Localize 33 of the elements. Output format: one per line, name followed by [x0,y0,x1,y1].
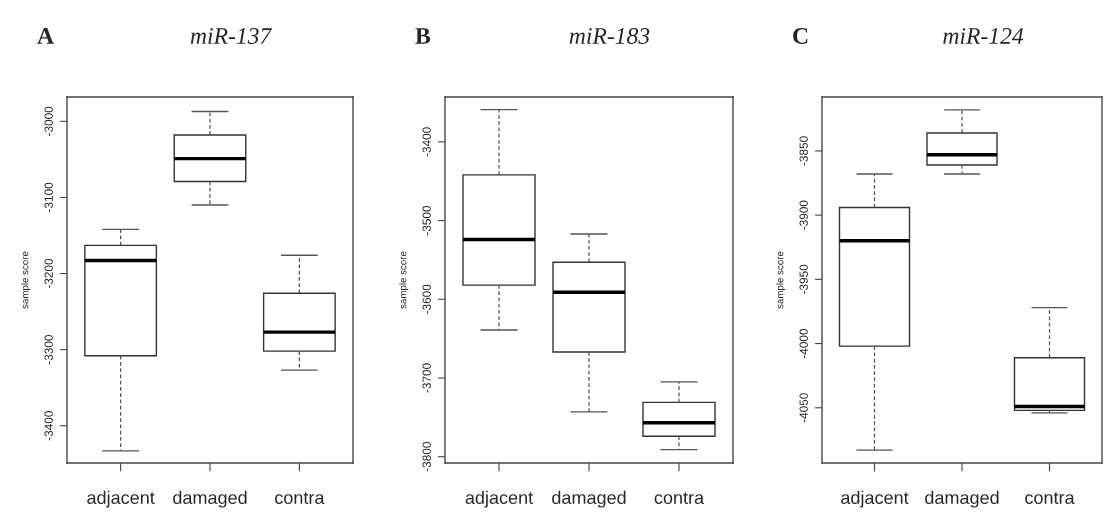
y-tick-label: -3700 [422,363,431,393]
chart-title: miR-124 [943,28,1024,44]
y-tick-label: -4000 [799,328,808,359]
y-tick-label: -3400 [422,127,431,157]
y-tick-label: -4050 [799,393,808,423]
y-tick-label: -3500 [422,205,431,236]
y-tick-label: -3400 [44,411,53,441]
y-tick-label: -3300 [44,334,53,365]
x-tick-label: adjacent [841,490,909,508]
y-tick-label: -3200 [44,258,53,289]
y-tick-label: -3100 [44,182,53,213]
x-tick-label: adjacent [465,490,533,508]
text: C [793,28,808,44]
x-tick-label: contra [1025,492,1075,505]
y-axis-title: sample score [399,251,409,309]
y-tick-label: -3800 [422,442,431,472]
y-tick-label: -3600 [422,284,431,314]
chart-title: miR-137 [190,28,273,44]
y-axis-title: sample score [21,251,31,309]
x-tick-label: damaged [173,490,247,508]
x-tick-label: contra [654,492,705,505]
x-tick-label: damaged [552,490,626,508]
x-tick-label: adjacent [87,490,155,508]
y-tick-label: -3850 [799,136,808,166]
chart-title: miR-183 [569,27,650,44]
y-tick-label: -3950 [799,264,808,294]
y-axis-title: sample score [776,251,786,309]
x-tick-label: damaged [925,490,999,508]
x-tick-label: contra [275,492,325,505]
y-tick-label: -3000 [44,106,53,136]
text: A [37,28,54,44]
text: B [415,28,431,44]
y-tick-label: -3900 [799,200,808,230]
